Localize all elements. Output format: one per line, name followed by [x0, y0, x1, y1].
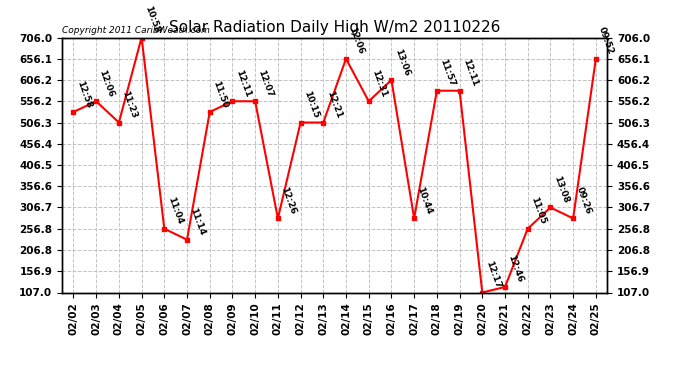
Text: 12:11: 12:11: [461, 58, 480, 88]
Text: 11:05: 11:05: [529, 196, 547, 226]
Text: 12:46: 12:46: [506, 254, 524, 284]
Text: 13:08: 13:08: [552, 175, 570, 205]
Text: 11:57: 11:57: [438, 58, 457, 88]
Text: 12:21: 12:21: [325, 90, 343, 120]
Text: 11:14: 11:14: [188, 207, 207, 237]
Text: 10:15: 10:15: [302, 90, 320, 120]
Text: 09:52: 09:52: [598, 26, 615, 56]
Text: 12:11: 12:11: [234, 69, 252, 99]
Text: 12:07: 12:07: [257, 69, 275, 99]
Text: 10:44: 10:44: [415, 186, 434, 216]
Text: 11:23: 11:23: [120, 90, 139, 120]
Text: 11:04: 11:04: [166, 196, 184, 226]
Text: 12:17: 12:17: [484, 260, 502, 290]
Text: 12:06: 12:06: [97, 69, 116, 99]
Text: 12:06: 12:06: [347, 26, 366, 56]
Text: 10:58: 10:58: [143, 5, 161, 35]
Text: 11:50: 11:50: [211, 80, 229, 109]
Text: 12:26: 12:26: [279, 186, 297, 216]
Title: Solar Radiation Daily High W/m2 20110226: Solar Radiation Daily High W/m2 20110226: [169, 20, 500, 35]
Text: 13:06: 13:06: [393, 47, 411, 77]
Text: 09:26: 09:26: [575, 186, 593, 216]
Text: 12:58: 12:58: [75, 79, 93, 109]
Text: Copyright 2011 CaribWeath.com: Copyright 2011 CaribWeath.com: [62, 26, 210, 35]
Text: 12:31: 12:31: [370, 69, 388, 99]
